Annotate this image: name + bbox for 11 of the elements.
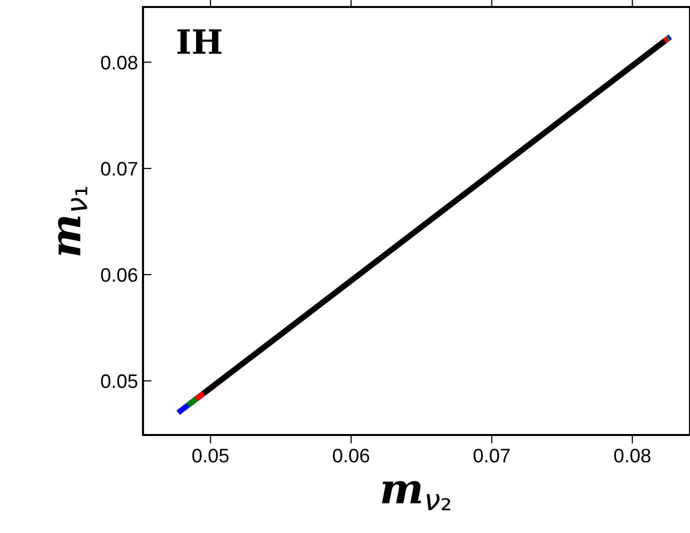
- y-tick-label: 0.06: [101, 268, 138, 282]
- x-tick-label: 0.06: [332, 448, 370, 462]
- x-tick-label: 0.05: [192, 448, 229, 462]
- y-tick-label: 0.05: [101, 374, 138, 388]
- y-tick-label: 0.08: [101, 56, 138, 70]
- y-axis-title: m$_{ν₁}$: [58, 186, 88, 256]
- x-tick-label: 0.07: [474, 448, 510, 462]
- y-tick-label: 0.07: [101, 162, 138, 176]
- annotation: IH: [177, 29, 222, 54]
- x-axis-title: m$_{ν₂}$: [382, 481, 450, 510]
- x-tick-label: 0.08: [614, 448, 650, 462]
